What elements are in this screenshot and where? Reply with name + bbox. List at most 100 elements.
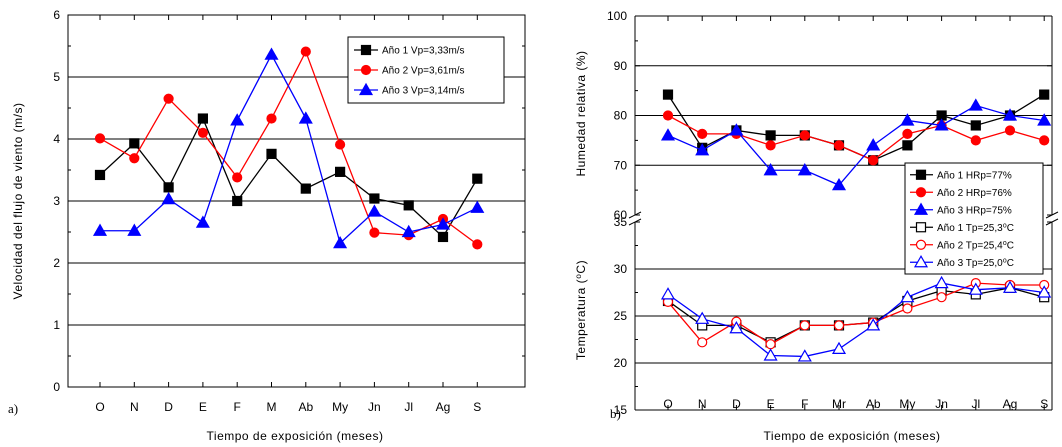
data-point (835, 141, 844, 150)
data-point (937, 293, 946, 302)
data-point (698, 129, 707, 138)
data-point (301, 184, 310, 193)
panel-b-bottom-series-3 (662, 277, 1050, 361)
x-tick-label: Ab (866, 397, 881, 411)
y-tick-label-top: 90 (614, 59, 628, 73)
legend-marker (917, 170, 926, 179)
data-point (370, 194, 379, 203)
data-point (473, 174, 482, 183)
x-tick-label: Ag (436, 400, 451, 414)
data-point (835, 321, 844, 330)
data-point (662, 129, 674, 140)
y-tick-label-bottom: 30 (614, 262, 628, 276)
data-point (971, 136, 980, 145)
data-point (368, 206, 380, 217)
legend-marker (362, 66, 371, 75)
legend-label: Año 2 Vp=3,61m/s (382, 66, 465, 77)
legend-label: Año 3 Tp=25,0⁰C (937, 258, 1014, 269)
x-tick-label: My (332, 400, 348, 414)
x-tick-label: O (663, 397, 672, 411)
panel-b-top-series-1 (664, 90, 1049, 165)
data-point (901, 114, 913, 125)
x-tick-label: N (698, 397, 707, 411)
data-point (765, 349, 777, 360)
data-point (662, 288, 674, 299)
data-point (867, 139, 879, 150)
x-tick-label: F (801, 397, 808, 411)
data-point (370, 228, 379, 237)
panel-label-a: a) (8, 401, 18, 416)
series-line (100, 119, 477, 237)
x-tick-label: Mr (832, 397, 846, 411)
data-point (336, 167, 345, 176)
y-tick-label: 5 (53, 70, 60, 84)
data-point (233, 173, 242, 182)
x-tick-label: N (130, 400, 139, 414)
data-point (800, 321, 809, 330)
x-tick-label: Jn (935, 397, 948, 411)
data-point (163, 193, 175, 204)
series-line (668, 288, 1044, 343)
x-tick-label: E (767, 397, 775, 411)
data-point (799, 164, 811, 175)
panel-a-series-1 (96, 114, 482, 241)
data-point (198, 128, 207, 137)
x-tick-label: S (1040, 397, 1048, 411)
y-axis-label-top: Humedad relativa (%) (574, 50, 588, 176)
legend-marker (362, 46, 371, 55)
y-tick-label: 1 (53, 318, 60, 332)
y-tick-label-top: 80 (614, 109, 628, 123)
data-point (970, 100, 982, 111)
data-point (903, 304, 912, 313)
data-point (1006, 126, 1015, 135)
x-tick-label: Ab (298, 400, 313, 414)
x-tick-label: O (95, 400, 104, 414)
data-point (664, 111, 673, 120)
data-point (267, 114, 276, 123)
y-tick-label-top: 70 (614, 158, 628, 172)
data-point (301, 47, 310, 56)
legend-label: Año 2 HRp=76% (937, 188, 1012, 199)
legend-marker (917, 188, 926, 197)
data-point (766, 141, 775, 150)
x-tick-label: Jl (404, 400, 413, 414)
x-tick-label: S (473, 400, 481, 414)
data-point (130, 139, 139, 148)
data-point (96, 170, 105, 179)
data-point (130, 154, 139, 163)
y-tick-label-top: 100 (607, 9, 627, 23)
data-point (266, 49, 278, 60)
data-point (471, 202, 483, 213)
x-tick-label: Ag (1003, 397, 1018, 411)
data-point (404, 201, 413, 210)
data-point (664, 90, 673, 99)
panel-label-b: b) (610, 406, 621, 421)
data-point (696, 313, 708, 324)
data-point (903, 129, 912, 138)
y-tick-label: 3 (53, 194, 60, 208)
data-point (300, 113, 312, 124)
x-tick-label: Jn (368, 400, 381, 414)
legend-label: Año 1 Tp=25,3⁰C (937, 223, 1014, 234)
y-tick-label-bottom: 25 (614, 309, 628, 323)
data-point (198, 114, 207, 123)
data-point (231, 114, 243, 125)
y-tick-label: 4 (53, 132, 60, 146)
legend-marker (917, 240, 926, 249)
data-point (94, 225, 106, 236)
legend-marker (917, 223, 926, 232)
legend-a: Año 1 Vp=3,33m/sAño 2 Vp=3,61m/sAño 3 Vp… (348, 37, 504, 103)
data-point (698, 338, 707, 347)
data-point (833, 343, 845, 354)
data-point (800, 131, 809, 140)
x-tick-label: E (199, 400, 207, 414)
x-axis-label: Tiempo de exposición (meses) (207, 429, 384, 443)
legend-label: Año 3 HRp=75% (937, 205, 1012, 216)
y-tick-label: 6 (53, 8, 60, 22)
y-tick-label-bottom: 35 (614, 215, 628, 229)
x-tick-label: Jl (971, 397, 980, 411)
series-line (668, 283, 1044, 356)
data-point (164, 94, 173, 103)
data-point (336, 140, 345, 149)
